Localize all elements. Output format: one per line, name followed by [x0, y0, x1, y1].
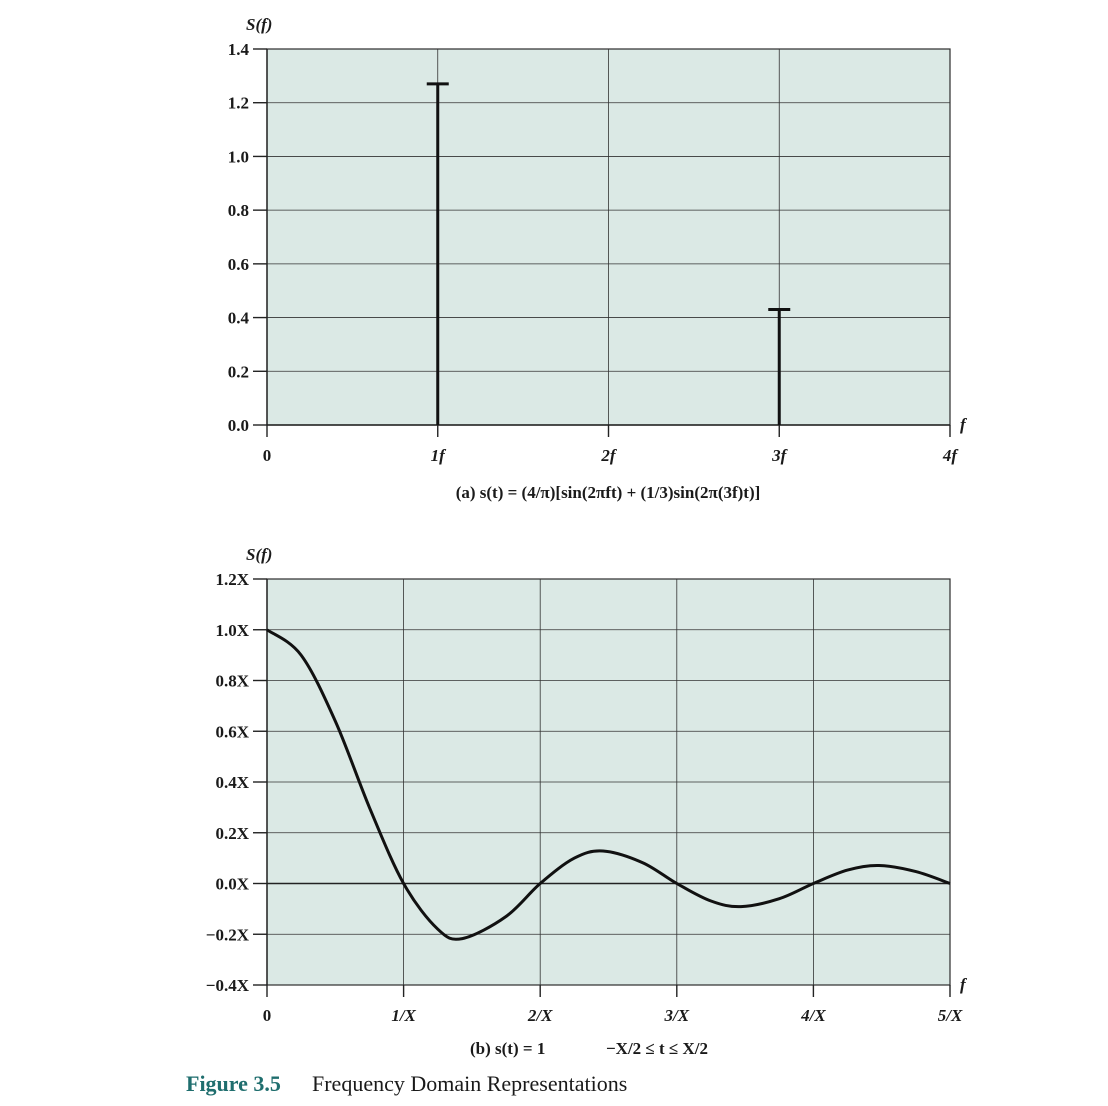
- chart-b: −0.4X −0.2X 0.0X 0.2X 0.4X 0.6X 0.8X 1.0X 1.2X 0…: [206, 545, 968, 1058]
- chart-b-marks: [266, 628, 951, 941]
- y-tick-label: 1.2X: [215, 570, 249, 589]
- y-tick-label: −0.2X: [206, 925, 250, 944]
- y-tick-label: 1.4: [228, 40, 250, 59]
- chart-a-ylabel: S(f): [246, 15, 272, 34]
- x-tick-label: 3f: [771, 446, 789, 465]
- chart-b-ylabel: S(f): [246, 545, 272, 564]
- chart-a-caption: (a) s(t) = (4/π)[sin(2πft) + (1/3)sin(2π…: [456, 483, 761, 502]
- y-tick-label: 0.4X: [215, 773, 249, 792]
- y-tick-label: −0.4X: [206, 976, 250, 995]
- chart-a-x-ticks: 0 1f 2f 3f 4f: [263, 425, 960, 465]
- x-tick-label: 3/X: [664, 1006, 690, 1025]
- y-tick-label: 0.8X: [215, 672, 249, 691]
- x-tick-label: 2/X: [527, 1006, 553, 1025]
- y-tick-label: 0.2X: [215, 824, 249, 843]
- x-tick-label: 4f: [942, 446, 960, 465]
- chart-b-caption-right: −X/2 ≤ t ≤ X/2: [606, 1039, 708, 1058]
- sinc-curve: [266, 628, 951, 941]
- y-tick-label: 1.0X: [215, 621, 249, 640]
- x-tick-label: 1f: [431, 446, 448, 465]
- chart-b-xlabel: f: [960, 975, 968, 994]
- chart-b-y-ticks: −0.4X −0.2X 0.0X 0.2X 0.4X 0.6X 0.8X 1.0X 1.2X: [206, 570, 267, 995]
- chart-a: 0.00.20.40.60.81.01.21.4 0 1f 2f 3f 4f S(f) …: [228, 15, 968, 502]
- x-tick-label: 4/X: [800, 1006, 826, 1025]
- y-tick-label: 0.4: [228, 309, 250, 328]
- y-tick-label: 0.0X: [215, 875, 249, 894]
- x-tick-label: 1/X: [391, 1006, 416, 1025]
- chart-a-y-ticks: 0.0 0.2 0.4 0.6 0.8 1.0 1.2 1.4: [228, 40, 267, 435]
- chart-b-x-ticks: 0 1/X 2/X 3/X 4/X 5/X: [263, 985, 963, 1025]
- x-tick-label: 2f: [600, 446, 618, 465]
- y-tick-label: 1.0: [228, 147, 249, 166]
- chart-b-caption-left: (b) s(t) = 1: [470, 1039, 545, 1058]
- y-tick-label: 0.6: [228, 255, 249, 274]
- y-tick-label: 0.8: [228, 201, 249, 220]
- figure-title: Frequency Domain Representations: [312, 1071, 627, 1096]
- y-tick-label: 1.2: [228, 94, 249, 113]
- figure-number: Figure 3.5: [186, 1071, 281, 1096]
- x-tick-label: 0: [263, 446, 272, 465]
- y-tick-label: 0.2: [228, 362, 249, 381]
- x-tick-label: 0: [263, 1006, 272, 1025]
- x-tick-label: 5/X: [938, 1006, 963, 1025]
- y-tick-label: 0.0: [228, 416, 249, 435]
- chart-a-xlabel: f: [960, 415, 968, 434]
- chart-a-marks: [426, 82, 791, 425]
- y-tick-label: 0.6X: [215, 722, 249, 741]
